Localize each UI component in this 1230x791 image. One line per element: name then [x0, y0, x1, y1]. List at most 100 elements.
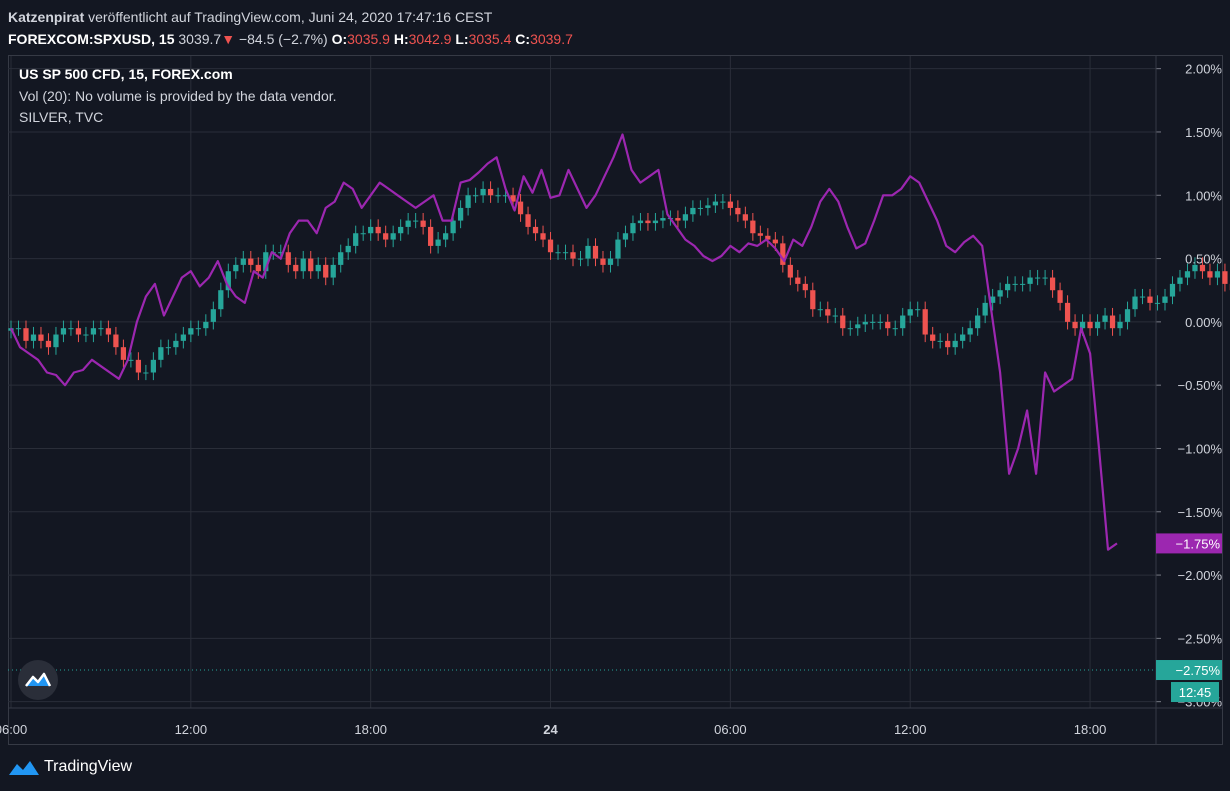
- candle-body: [1057, 290, 1063, 303]
- x-tick-label: 12:00: [175, 722, 208, 737]
- candle-body: [203, 321, 209, 329]
- last-price: 3039.7: [178, 31, 222, 47]
- legend-volume[interactable]: Vol (20): No volume is provided by the d…: [19, 88, 337, 104]
- legend-main-symbol[interactable]: US SP 500 CFD, 15, FOREX.com: [19, 66, 233, 82]
- candle-body: [705, 205, 711, 208]
- candle-body: [143, 372, 149, 374]
- candle-body: [480, 188, 486, 196]
- publish-line: Katzenpirat veröffentlicht auf TradingVi…: [8, 6, 1218, 28]
- candle-body: [1064, 302, 1071, 322]
- candle-body: [937, 340, 943, 342]
- y-tick-label: −1.00%: [1178, 441, 1223, 456]
- candle-body: [720, 201, 726, 203]
- candle-body: [817, 309, 823, 311]
- y-tick-label: 0.50%: [1185, 252, 1222, 267]
- candle-body: [1012, 283, 1018, 285]
- spx-price-label: −2.75%: [1176, 663, 1221, 678]
- spx-price-label-bg: [1156, 660, 1222, 681]
- candle-body: [472, 195, 479, 197]
- close-value: 3039.7: [530, 31, 573, 47]
- candle-body: [1177, 277, 1183, 284]
- candle-body: [38, 334, 44, 341]
- candle-body: [293, 264, 299, 272]
- x-tick-label: 12:00: [894, 722, 927, 737]
- candle-body: [607, 258, 614, 265]
- candle-body: [420, 220, 426, 227]
- candle-body: [300, 258, 306, 272]
- candle-body: [712, 201, 719, 206]
- symbol-name[interactable]: FOREXCOM:SPXUSD, 15: [8, 31, 175, 47]
- candle-body: [128, 359, 134, 361]
- candle-body: [1184, 271, 1191, 278]
- candle-body: [308, 258, 314, 272]
- y-tick-label: 1.00%: [1185, 188, 1222, 203]
- candle-body: [315, 264, 321, 272]
- x-tick-label: 06:00: [714, 722, 747, 737]
- candle-body: [1094, 321, 1101, 329]
- candle-body: [1162, 296, 1168, 303]
- candle-body: [765, 235, 771, 240]
- tradingview-badge-icon[interactable]: [18, 660, 58, 700]
- candle-body: [742, 214, 748, 221]
- candle-body: [517, 201, 524, 215]
- high-label: H:: [393, 31, 409, 47]
- candle-body: [855, 324, 861, 329]
- low-label: L:: [455, 31, 469, 47]
- candle-body: [1042, 277, 1048, 279]
- candle-body: [1109, 315, 1116, 329]
- candle-body: [398, 226, 404, 234]
- candle-body: [630, 223, 636, 234]
- candle-body: [180, 334, 186, 341]
- candle-body: [1102, 315, 1108, 322]
- candle-body: [502, 195, 509, 197]
- candle-body: [660, 218, 666, 221]
- candle-body: [945, 340, 951, 348]
- author-name[interactable]: Katzenpirat: [8, 9, 85, 25]
- candle-body: [652, 220, 659, 224]
- silver-price-label: −1.75%: [1176, 536, 1221, 551]
- high-value: 3042.9: [408, 31, 452, 47]
- candle-body: [832, 315, 838, 317]
- candle-body: [547, 239, 554, 253]
- candle-body: [990, 296, 996, 303]
- candle-body: [15, 328, 22, 330]
- candle-body: [68, 328, 74, 330]
- x-tick-label: 06:00: [0, 722, 27, 737]
- candle-body: [592, 245, 599, 259]
- candle-body: [495, 195, 501, 197]
- price-change: −84.5 (−2.7%): [238, 31, 328, 47]
- candle-body: [353, 233, 359, 246]
- symbol-line: FOREXCOM:SPXUSD, 15 3039.7▼ −84.5 (−2.7%…: [8, 28, 1218, 50]
- candle-body: [840, 315, 846, 329]
- y-tick-label: 0.00%: [1185, 315, 1222, 330]
- open-value: 3035.9: [347, 31, 390, 47]
- candle-body: [877, 321, 883, 323]
- candle-body: [53, 334, 59, 348]
- candle-body: [847, 328, 853, 330]
- candle-body: [120, 347, 127, 360]
- tradingview-logo-icon: [9, 761, 39, 775]
- x-tick-label: 18:00: [1074, 722, 1107, 737]
- candle-body: [263, 252, 269, 272]
- candle-body: [105, 328, 112, 335]
- footer-logo[interactable]: TradingView: [8, 757, 132, 777]
- candle-body: [780, 243, 786, 265]
- candle-body: [1124, 309, 1131, 322]
- candle-body: [915, 309, 921, 311]
- close-label: C:: [515, 31, 531, 47]
- candle-body: [675, 218, 681, 221]
- candle-body: [323, 264, 329, 278]
- candle-body: [637, 220, 644, 224]
- candle-body: [158, 347, 164, 360]
- candle-body: [98, 328, 104, 330]
- chart-panel[interactable]: [8, 55, 1223, 745]
- candle-body: [862, 321, 868, 325]
- candle-body: [795, 277, 801, 284]
- candle-body: [1019, 283, 1026, 285]
- candle-body: [45, 340, 52, 348]
- candle-body: [1087, 321, 1093, 329]
- candle-body: [360, 233, 366, 235]
- legend-silver[interactable]: SILVER, TVC: [19, 109, 104, 125]
- footer-brand: TradingView: [44, 758, 133, 775]
